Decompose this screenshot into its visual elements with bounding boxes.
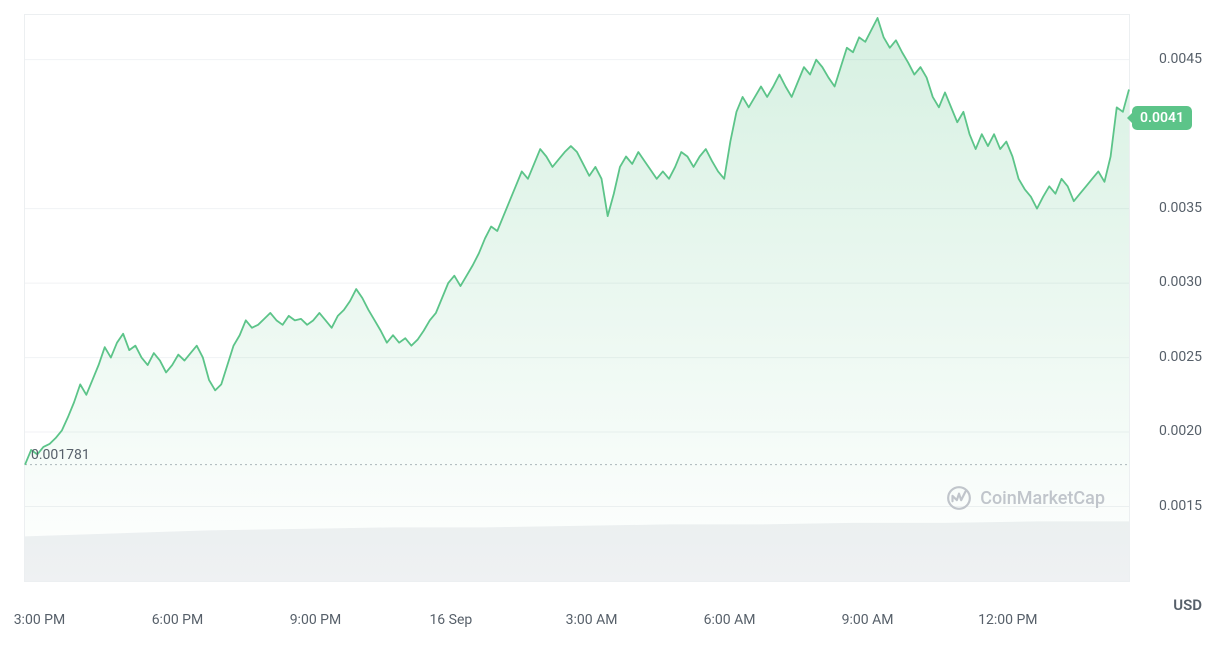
watermark: CoinMarketCap [946, 485, 1105, 511]
y-tick-label: 0.0035 [1159, 200, 1202, 216]
y-tick-label: 0.0020 [1159, 423, 1202, 439]
y-tick-label: 0.0015 [1159, 498, 1202, 514]
x-tick-label: 3:00 AM [566, 612, 618, 628]
y-axis: 0.0015 0.0020 0.0025 0.0030 0.0035 0.0045 [1140, 14, 1210, 582]
x-axis: 3:00 PM6:00 PM9:00 PM16 Sep3:00 AM6:00 A… [24, 602, 1130, 642]
start-price-value: 0.001781 [31, 447, 90, 463]
y-tick-label: 0.0025 [1159, 349, 1202, 365]
y-tick-label: 0.0045 [1159, 51, 1202, 67]
coinmarketcap-logo-icon [946, 485, 972, 511]
x-tick-label: 12:00 PM [978, 612, 1037, 628]
x-tick-label: 6:00 PM [152, 612, 204, 628]
x-tick-label: 9:00 PM [290, 612, 342, 628]
currency-label: USD [1173, 596, 1202, 614]
x-tick-label: 6:00 AM [704, 612, 756, 628]
start-price-label: 0.001781 [31, 447, 90, 463]
x-tick-label: 3:00 PM [14, 612, 66, 628]
x-tick-label: 9:00 AM [842, 612, 894, 628]
price-chart: 0.001781 CoinMarketCap 0.0015 0.0020 0.002… [14, 14, 1210, 642]
watermark-text: CoinMarketCap [980, 488, 1105, 509]
current-price-value: 0.0041 [1140, 110, 1184, 126]
x-tick-label: 16 Sep [429, 612, 472, 628]
current-price-badge: 0.0041 [1132, 106, 1192, 130]
y-tick-label: 0.0030 [1159, 274, 1202, 290]
plot-area[interactable]: 0.001781 CoinMarketCap [24, 14, 1130, 582]
